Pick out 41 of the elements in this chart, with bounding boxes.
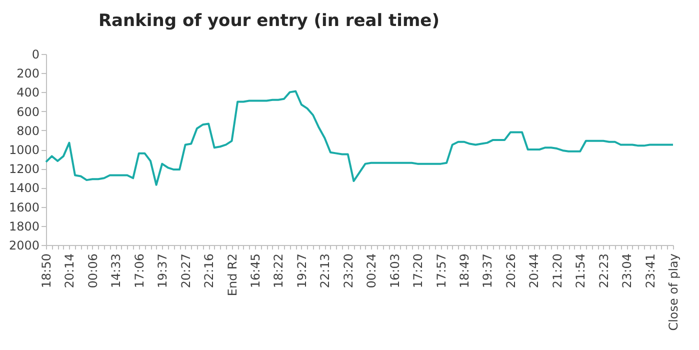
y-tick-label: 0 xyxy=(32,48,40,62)
x-tick-label: 17:20 xyxy=(411,254,426,288)
x-tick-label: 23:04 xyxy=(620,254,634,288)
x-tick-label: 00:06 xyxy=(86,254,100,288)
x-tick-label: 17:57 xyxy=(434,254,448,288)
x-tick-label: 16:45 xyxy=(248,254,262,288)
y-tick-label: 1400 xyxy=(8,181,40,196)
x-tick-label: 00:24 xyxy=(364,254,379,288)
x-tick-label: 21:54 xyxy=(574,254,588,288)
line-series xyxy=(45,90,674,186)
x-tick-label: 14:33 xyxy=(109,254,124,288)
y-tick-label: 1000 xyxy=(8,143,40,157)
x-tick-label: 23:41 xyxy=(643,254,658,288)
x-tick-label: 20:14 xyxy=(62,254,77,288)
x-tick-label: 20:44 xyxy=(527,254,542,288)
x-tick-label: 19:37 xyxy=(156,254,170,288)
y-tick-label: 2000 xyxy=(8,238,40,252)
x-tick-label: 22:16 xyxy=(202,254,216,288)
x-tick-label: 18:50 xyxy=(40,254,54,288)
y-tick-label: 1600 xyxy=(8,200,40,214)
y-tick-label: 1200 xyxy=(8,162,40,176)
x-tick-label: 18:49 xyxy=(458,254,472,288)
x-tick-label: 21:20 xyxy=(550,254,564,288)
y-tick-label: 1800 xyxy=(8,219,40,234)
x-tick-label: 19:27 xyxy=(294,254,309,288)
x-tick-label: End R2 xyxy=(225,254,240,296)
x-tick-label: 19:37 xyxy=(480,254,495,288)
chart-title: Ranking of your entry (in real time) xyxy=(98,11,440,31)
x-tick-label: 16:03 xyxy=(388,254,402,288)
x-tick-label: 23:20 xyxy=(341,254,356,288)
x-tick-label: 22:13 xyxy=(318,254,332,288)
x-tick-label: 20:26 xyxy=(504,254,518,288)
x-tick-label: Close of play xyxy=(666,254,680,331)
y-tick-label: 800 xyxy=(16,124,40,138)
x-tick-label: 20:27 xyxy=(178,254,193,288)
y-tick-label: 600 xyxy=(16,104,40,119)
y-tick-label: 200 xyxy=(16,66,40,81)
x-tick-label: 17:06 xyxy=(132,254,146,288)
y-tick-label: 400 xyxy=(16,86,40,100)
x-tick-label: 18:22 xyxy=(272,254,286,288)
x-tick-label: 22:23 xyxy=(596,254,611,288)
